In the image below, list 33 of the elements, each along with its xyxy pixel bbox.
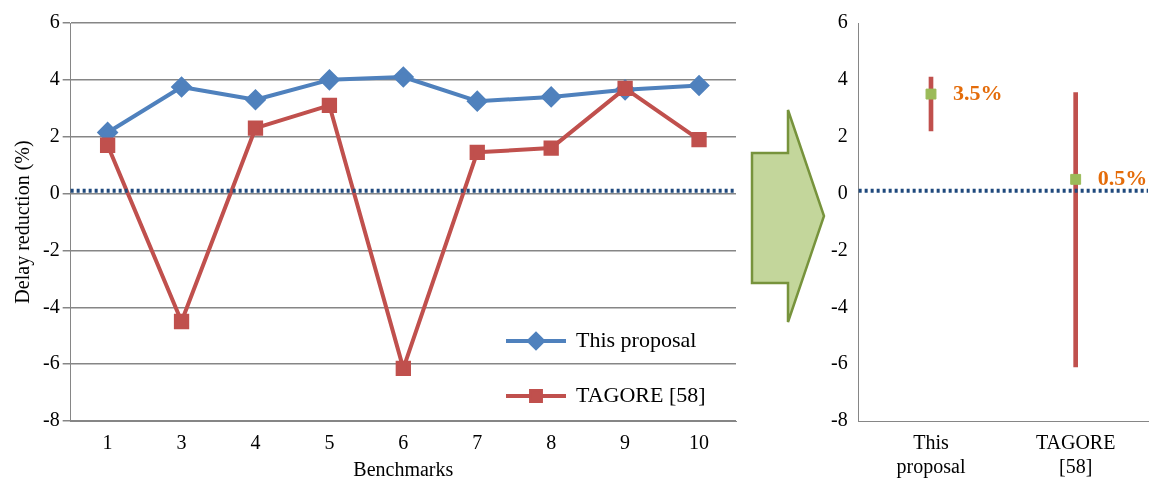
legend-label: TAGORE [58] [576,381,706,407]
x-tick-label: 4 [250,431,261,454]
y-tick-label: -2 [42,237,60,260]
x-tick-label: This proposal [896,431,966,479]
x-tick-label: 9 [620,431,631,454]
y-tick-label: 6 [837,10,848,33]
x-tick-label: 8 [546,431,557,454]
y-tick-label: 6 [49,10,60,33]
data-label: 3.5% [953,79,1003,105]
x-tick-label: 7 [472,431,483,454]
x-tick-label: TAGORE [58] [1035,431,1116,478]
x-tick-label: 6 [398,431,409,454]
y-tick-label: -4 [42,294,60,317]
y-tick-label: -6 [42,351,60,374]
x-tick-label: 3 [176,431,187,454]
x-axis-title: Benchmarks [353,458,454,481]
y-tick-label: 2 [49,123,60,146]
y-tick-label: 0 [837,180,848,203]
y-tick-label: 4 [837,67,848,90]
x-tick-label: 5 [324,431,335,454]
y-tick-label: -2 [830,237,848,260]
y-tick-label: 2 [837,123,848,146]
y-tick-label: -6 [830,351,848,374]
y-tick-label: -8 [830,408,848,431]
y-tick-label: -8 [42,408,60,431]
legend-label: This proposal [576,326,697,352]
y-tick-label: 4 [49,67,60,90]
x-tick-label: 1 [102,431,113,454]
y-tick-label: -4 [830,294,848,317]
x-tick-label: 10 [689,431,710,454]
y-axis-title: Delay reduction (%) [11,140,35,304]
data-label: 0.5% [1097,165,1148,191]
y-tick-label: 0 [49,180,60,203]
